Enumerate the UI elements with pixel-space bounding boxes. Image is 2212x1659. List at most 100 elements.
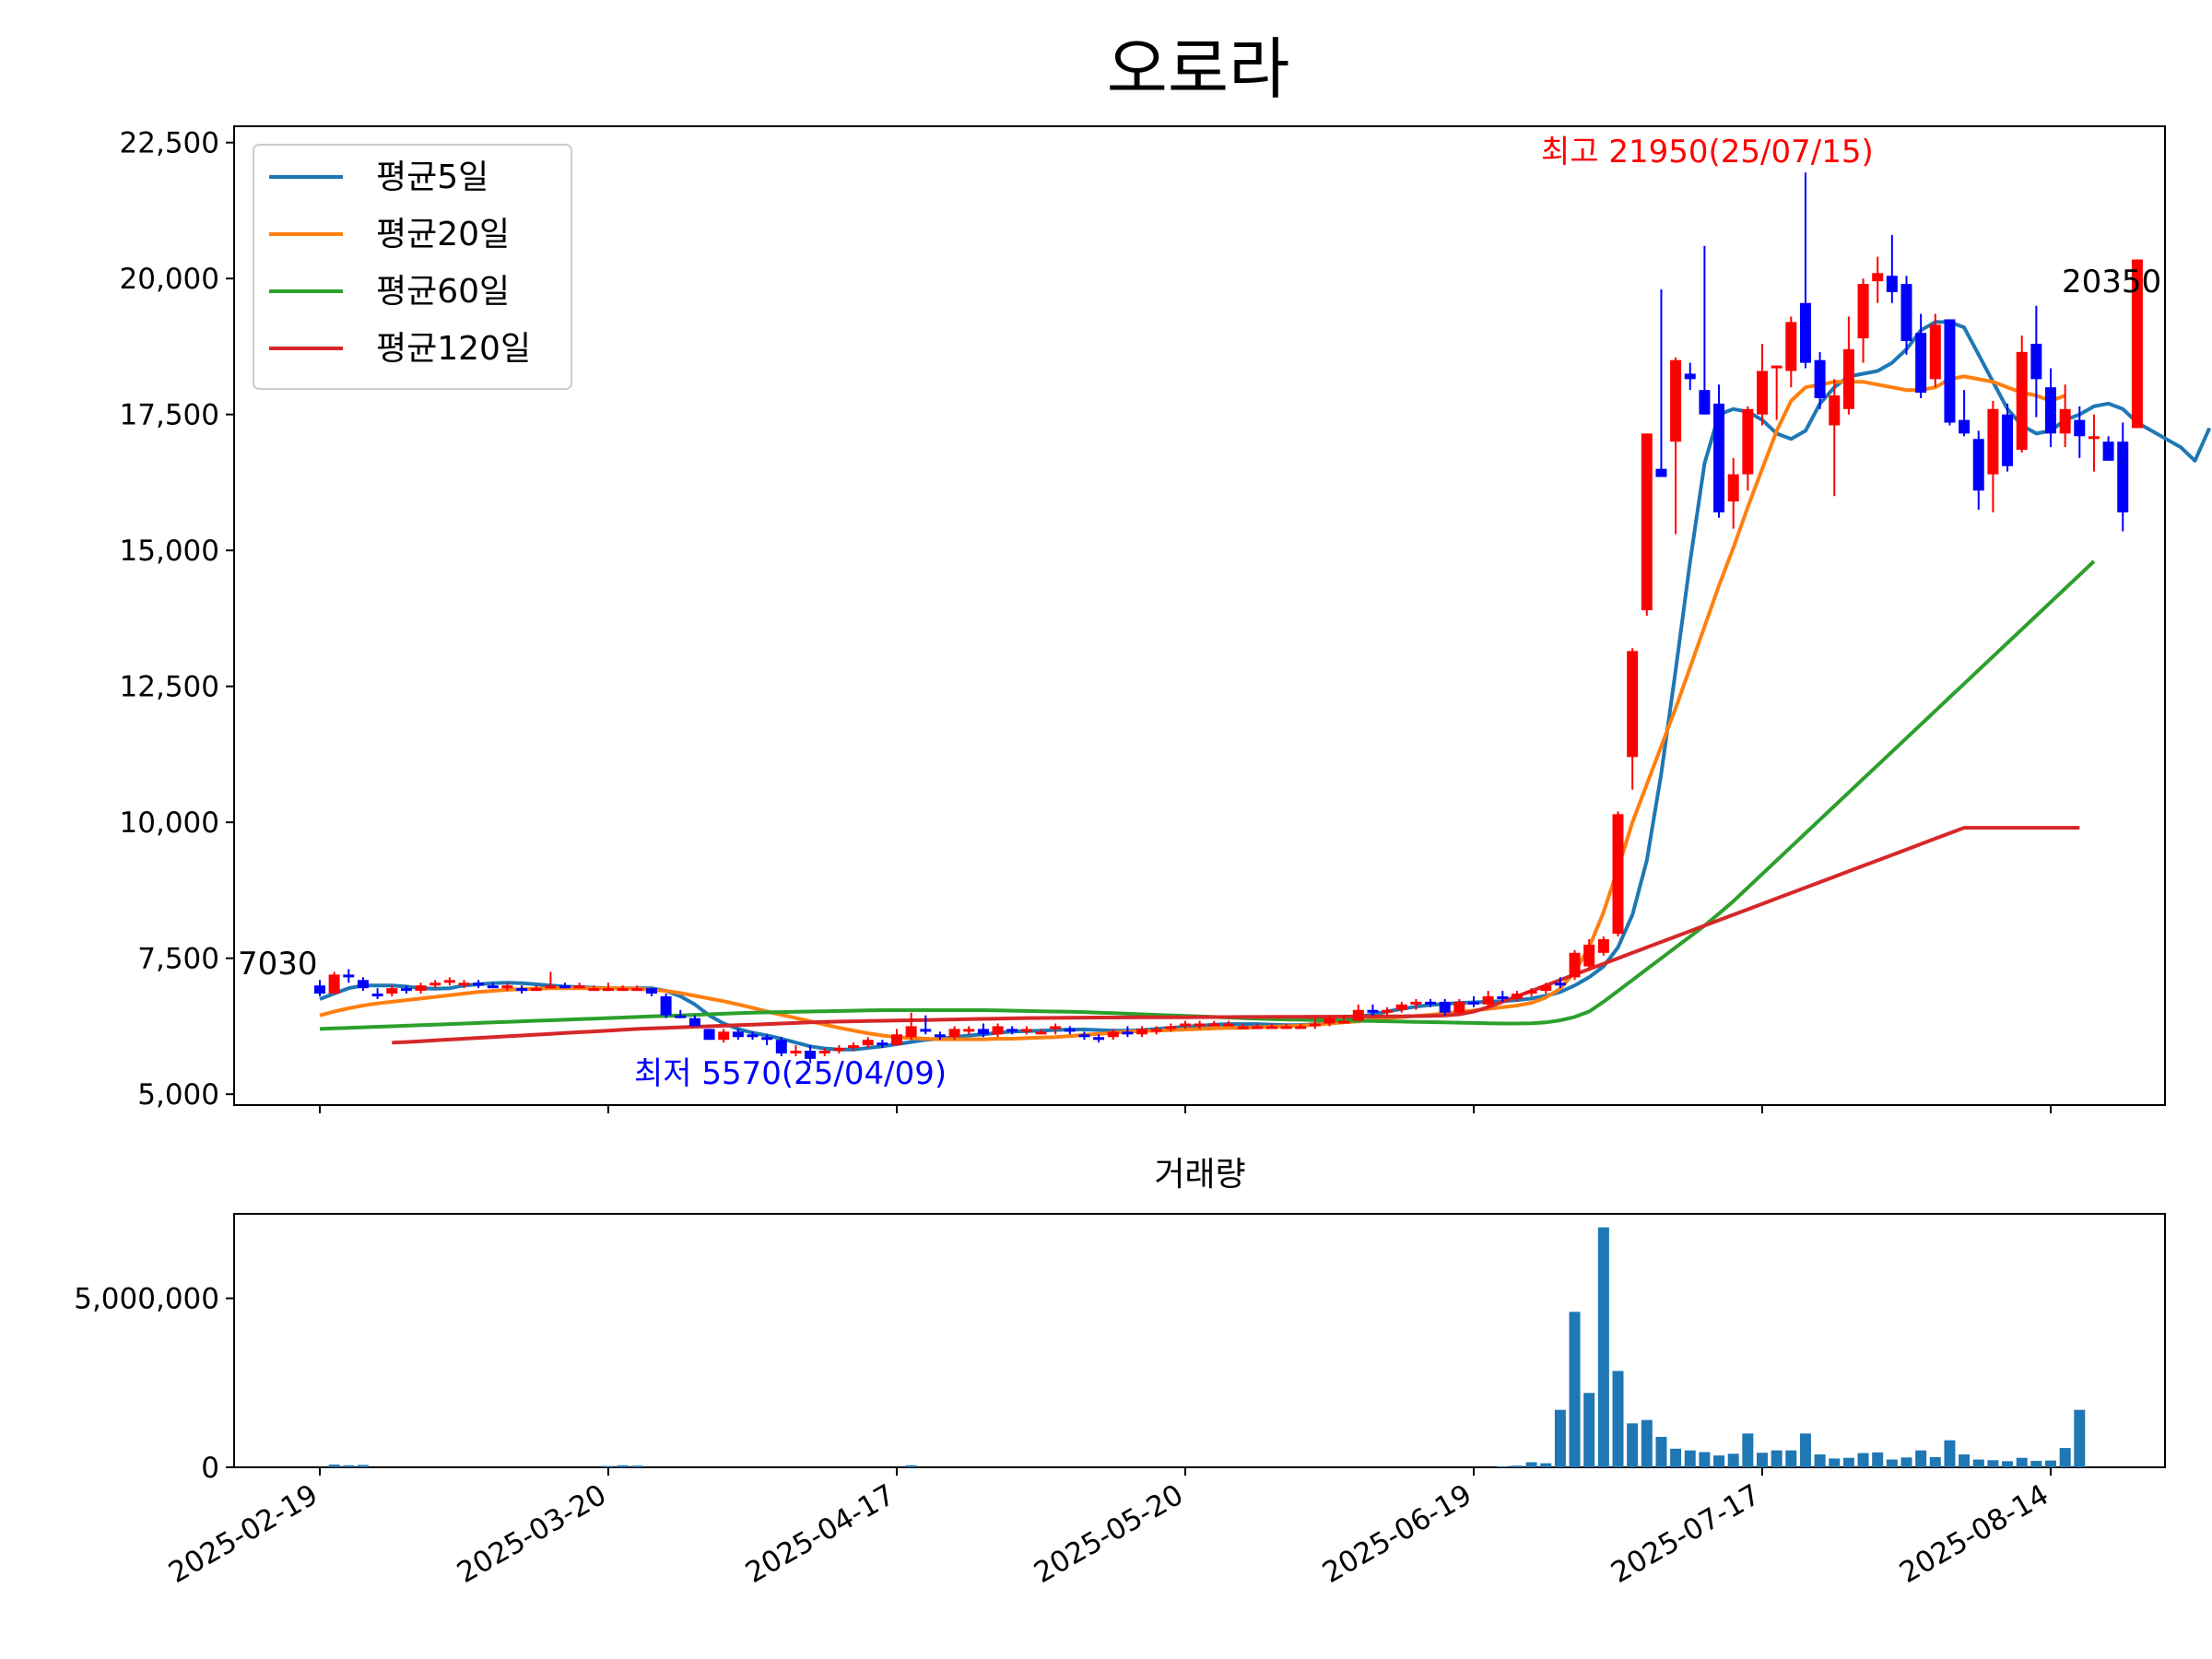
candle-body — [1497, 996, 1509, 999]
candle-body — [703, 1029, 715, 1041]
volume-bar — [1554, 1409, 1566, 1467]
volume-bar — [2030, 1461, 2042, 1467]
volume-bar — [1857, 1453, 1869, 1467]
volume-bar — [343, 1465, 355, 1467]
low-annotation: 최저 5570(25/04/09) — [634, 1055, 947, 1092]
candle-body — [1107, 1031, 1119, 1038]
ma-line-평균5일 — [319, 320, 2212, 1052]
candle-body — [977, 1029, 989, 1035]
legend-label-ma5: 평균5일 — [376, 159, 488, 196]
y-tick-label: 17,500 — [120, 399, 219, 432]
volume-bar — [1612, 1371, 1624, 1467]
x-tick-label: 2025-08-14 — [1894, 1478, 2054, 1590]
candle-body — [862, 1040, 874, 1046]
volume-bar — [1627, 1423, 1639, 1467]
candle-body — [314, 985, 325, 994]
y-tick-label: 20,000 — [120, 263, 219, 296]
candle-body — [1035, 1031, 1047, 1035]
candle-body — [400, 988, 412, 992]
candlesticks — [314, 172, 2143, 1064]
candle-body — [631, 988, 643, 992]
ma-line-평균20일 — [319, 374, 2066, 1041]
candle-body — [1453, 1001, 1465, 1013]
chart-title: 오로라 — [1107, 30, 1290, 108]
volume-bar — [1742, 1433, 1754, 1467]
volume-bar — [603, 1465, 614, 1467]
y-tick-label: 22,500 — [120, 127, 219, 160]
candle-body — [2131, 259, 2143, 429]
candle-body — [603, 988, 614, 992]
candle-body — [1324, 1018, 1335, 1024]
volume-bar — [631, 1465, 643, 1467]
volume-bar — [1655, 1437, 1667, 1467]
candle-body — [2030, 344, 2042, 380]
candle-body — [429, 982, 441, 986]
volume-bar — [2045, 1460, 2056, 1467]
ma-line-평균120일 — [392, 826, 2080, 1045]
candle-body — [1641, 433, 1653, 611]
candle-body — [1352, 1009, 1364, 1021]
candle-body — [573, 985, 585, 989]
candle-body — [588, 988, 600, 992]
candle-body — [2088, 436, 2100, 440]
candle-body — [920, 1029, 932, 1032]
candle-body — [1684, 373, 1696, 380]
candle-body — [1597, 939, 1609, 953]
candle-body — [1699, 390, 1711, 415]
candle-body — [848, 1045, 860, 1049]
candle-body — [1944, 319, 1956, 423]
candle-body — [1757, 371, 1768, 415]
candle-body — [1064, 1029, 1076, 1032]
x-tick-label: 2025-07-17 — [1606, 1478, 1766, 1590]
candle-body — [805, 1051, 817, 1059]
volume-bar — [1757, 1453, 1768, 1467]
candle-body — [1612, 814, 1624, 935]
volume-bar — [1842, 1457, 1854, 1467]
volume-bar — [1900, 1457, 1912, 1467]
volume-bar — [1583, 1393, 1595, 1467]
volume-bar — [1713, 1455, 1725, 1467]
candle-body — [1771, 365, 1783, 369]
candle-body — [1237, 1026, 1249, 1030]
y-tick-label: 5,000 — [137, 1078, 219, 1112]
volume-bar — [1569, 1312, 1581, 1467]
candle-body — [1842, 348, 1854, 409]
candle-body — [1742, 408, 1754, 475]
candle-body — [1929, 324, 1941, 380]
candle-body — [617, 988, 629, 992]
price-panel: 5,000 7,500 10,000 12,500 15,000 17,500 20,000… — [120, 125, 2212, 1113]
volume-bar — [1872, 1452, 1884, 1467]
volume-bar — [1929, 1457, 1941, 1467]
candle-body — [501, 985, 513, 989]
volume-bar — [2059, 1448, 2071, 1467]
candle-body — [1872, 273, 1884, 282]
candle-body — [1627, 651, 1639, 758]
candle-body — [1655, 468, 1667, 477]
candle-body — [1583, 944, 1595, 967]
candle-body — [1525, 991, 1537, 994]
candle-body — [1814, 359, 1826, 398]
candle-body — [1093, 1037, 1105, 1041]
x-tick-label: 2025-03-20 — [452, 1478, 612, 1590]
candle-body — [1554, 982, 1566, 986]
candle-body — [1972, 439, 1984, 491]
x-tick-label: 2025-05-20 — [1029, 1478, 1189, 1590]
volume-bar — [1684, 1450, 1696, 1467]
candle-body — [1829, 395, 1841, 426]
candle-body — [1222, 1023, 1234, 1027]
y-tick-label: 10,000 — [120, 806, 219, 840]
candle-body — [761, 1037, 773, 1041]
volume-bar — [1699, 1452, 1711, 1467]
candle-body — [645, 988, 657, 994]
candle-body — [545, 985, 557, 989]
candle-body — [1727, 474, 1739, 502]
candle-body — [877, 1042, 888, 1046]
candle-body — [1122, 1031, 1134, 1035]
candle-body — [1468, 1001, 1479, 1005]
volume-bar — [1597, 1227, 1609, 1467]
candle-body — [1410, 1001, 1422, 1005]
candle-body — [1511, 994, 1523, 999]
volume-bar — [1987, 1460, 1999, 1467]
candle-body — [2074, 419, 2086, 437]
